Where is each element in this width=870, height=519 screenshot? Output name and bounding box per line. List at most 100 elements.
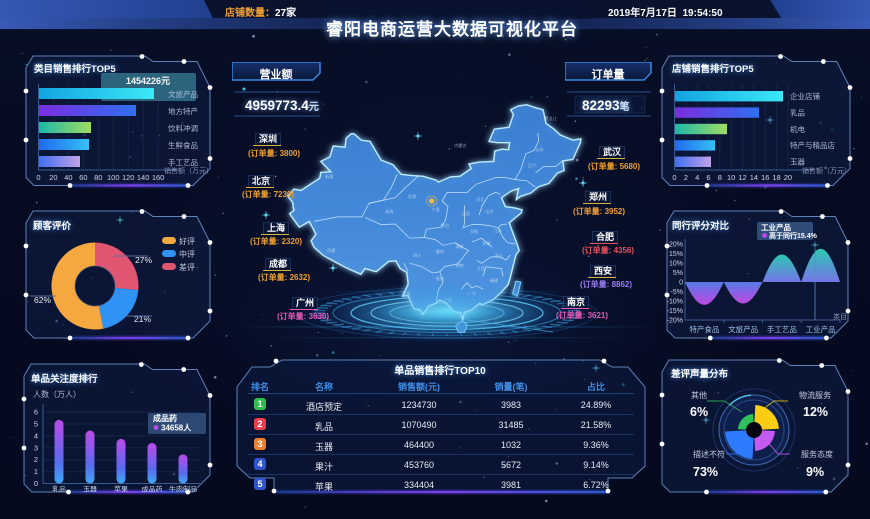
svg-text:20: 20: [49, 173, 57, 182]
svg-text:5: 5: [34, 420, 38, 429]
svg-text:山东: 山东: [485, 208, 493, 214]
svg-text:牛肉制品: 牛肉制品: [169, 485, 197, 493]
svg-text:5%: 5%: [673, 270, 683, 277]
svg-text:玉器: 玉器: [790, 158, 805, 167]
svg-text:手工艺品: 手工艺品: [767, 324, 797, 334]
svg-text:其他: 其他: [691, 390, 707, 400]
svg-text:120: 120: [122, 173, 135, 182]
svg-text:20: 20: [784, 173, 792, 182]
svg-text:60: 60: [79, 173, 87, 182]
svg-text:100: 100: [107, 173, 120, 182]
svg-text:4: 4: [34, 431, 38, 440]
svg-text:18: 18: [772, 173, 780, 182]
svg-text:企业店铺: 企业店铺: [790, 91, 820, 101]
svg-text:成品药: 成品药: [153, 413, 177, 423]
svg-text:贵州: 贵州: [436, 275, 444, 281]
svg-text:苹果: 苹果: [114, 485, 128, 493]
svg-text:62%: 62%: [34, 295, 51, 305]
svg-text:乳品: 乳品: [52, 485, 66, 493]
svg-text:甘肃: 甘肃: [408, 193, 416, 199]
svg-text:1454226元: 1454226元: [126, 76, 170, 86]
svg-text:描述不符: 描述不符: [693, 449, 725, 459]
svg-text:9%: 9%: [806, 465, 824, 479]
svg-text:140: 140: [137, 173, 150, 182]
svg-text:27%: 27%: [135, 255, 152, 265]
svg-text:吉林: 吉林: [535, 146, 543, 152]
svg-text:40: 40: [64, 173, 72, 182]
svg-text:机电: 机电: [790, 124, 805, 134]
svg-text:新疆: 新疆: [325, 173, 333, 179]
svg-text:江西: 江西: [477, 265, 485, 271]
svg-text:0: 0: [679, 280, 683, 287]
svg-text:西藏: 西藏: [327, 247, 335, 253]
svg-text:6: 6: [34, 408, 38, 417]
svg-text:20%: 20%: [669, 242, 683, 249]
svg-text:内蒙古: 内蒙古: [454, 142, 466, 148]
svg-text:160: 160: [152, 173, 165, 182]
svg-text:陕西: 陕西: [441, 222, 449, 228]
svg-text:0: 0: [672, 173, 676, 182]
svg-text:物流服务: 物流服务: [799, 390, 831, 400]
svg-text:中评: 中评: [179, 249, 195, 259]
svg-text:文旅产品: 文旅产品: [168, 89, 198, 99]
svg-text:21%: 21%: [134, 314, 151, 324]
svg-text:江苏: 江苏: [494, 227, 502, 233]
svg-text:人数（万人）: 人数（万人）: [33, 389, 81, 399]
svg-text:工业产品: 工业产品: [761, 222, 791, 232]
svg-text:2: 2: [684, 173, 688, 182]
svg-text:0: 0: [34, 479, 38, 488]
svg-text:辽宁: 辽宁: [528, 162, 536, 168]
svg-text:文旅产品: 文旅产品: [728, 324, 758, 334]
svg-text:地方特产: 地方特产: [168, 106, 198, 116]
svg-text:2: 2: [34, 455, 38, 464]
svg-text:4: 4: [695, 173, 699, 182]
svg-text:销售额（万元）: 销售额（万元）: [802, 166, 850, 175]
svg-text:-20%: -20%: [667, 318, 683, 325]
svg-text:73%: 73%: [693, 465, 718, 479]
svg-text:安徽: 安徽: [482, 240, 490, 246]
svg-text:工业产品: 工业产品: [806, 324, 836, 334]
svg-text:河南: 河南: [470, 228, 478, 234]
svg-text:高于同行15.4%: 高于同行15.4%: [769, 231, 818, 240]
svg-text:成品药: 成品药: [142, 485, 163, 493]
svg-text:玉器: 玉器: [83, 486, 97, 493]
svg-text:3: 3: [34, 443, 38, 452]
svg-text:14: 14: [750, 173, 758, 182]
svg-text:80: 80: [94, 173, 102, 182]
svg-text:生鲜食品: 生鲜食品: [168, 140, 198, 150]
svg-text:-5%: -5%: [671, 289, 683, 296]
svg-text:乳品: 乳品: [790, 107, 805, 117]
svg-text:青海: 青海: [385, 208, 393, 214]
svg-text:差评: 差评: [179, 262, 195, 272]
svg-text:销售额（万元）: 销售额（万元）: [164, 166, 210, 175]
svg-text:12: 12: [738, 173, 746, 182]
svg-text:宁夏: 宁夏: [432, 206, 440, 212]
svg-text:四川: 四川: [413, 253, 421, 258]
svg-text:特产食品: 特产食品: [689, 324, 719, 334]
svg-text:特产与精品店: 特产与精品店: [790, 140, 835, 150]
svg-text:湖北: 湖北: [455, 243, 463, 249]
svg-text:-10%: -10%: [667, 299, 683, 306]
svg-text:重庆: 重庆: [436, 248, 444, 254]
svg-text:浙江: 浙江: [495, 252, 503, 258]
svg-text:1: 1: [34, 467, 38, 476]
svg-text:湖南: 湖南: [455, 262, 463, 268]
svg-text:-15%: -15%: [667, 308, 683, 315]
svg-text:6: 6: [706, 173, 710, 182]
svg-text:类目: 类目: [833, 312, 847, 321]
svg-text:15%: 15%: [669, 251, 683, 258]
svg-text:手工艺品: 手工艺品: [168, 157, 198, 167]
svg-text:山西: 山西: [462, 210, 470, 216]
svg-text:16: 16: [761, 173, 769, 182]
svg-text:福建: 福建: [490, 277, 498, 283]
svg-text:8: 8: [718, 173, 722, 182]
svg-text:10%: 10%: [669, 261, 683, 268]
svg-text:河北: 河北: [476, 196, 484, 202]
svg-text:10: 10: [727, 173, 735, 182]
svg-text:0: 0: [36, 173, 40, 182]
svg-text:饮料冲调: 饮料冲调: [168, 123, 198, 133]
svg-text:黑龙江: 黑龙江: [544, 115, 556, 121]
svg-text:34658人: 34658人: [161, 423, 192, 433]
svg-text:服务态度: 服务态度: [801, 449, 833, 459]
svg-text:好评: 好评: [179, 236, 195, 246]
